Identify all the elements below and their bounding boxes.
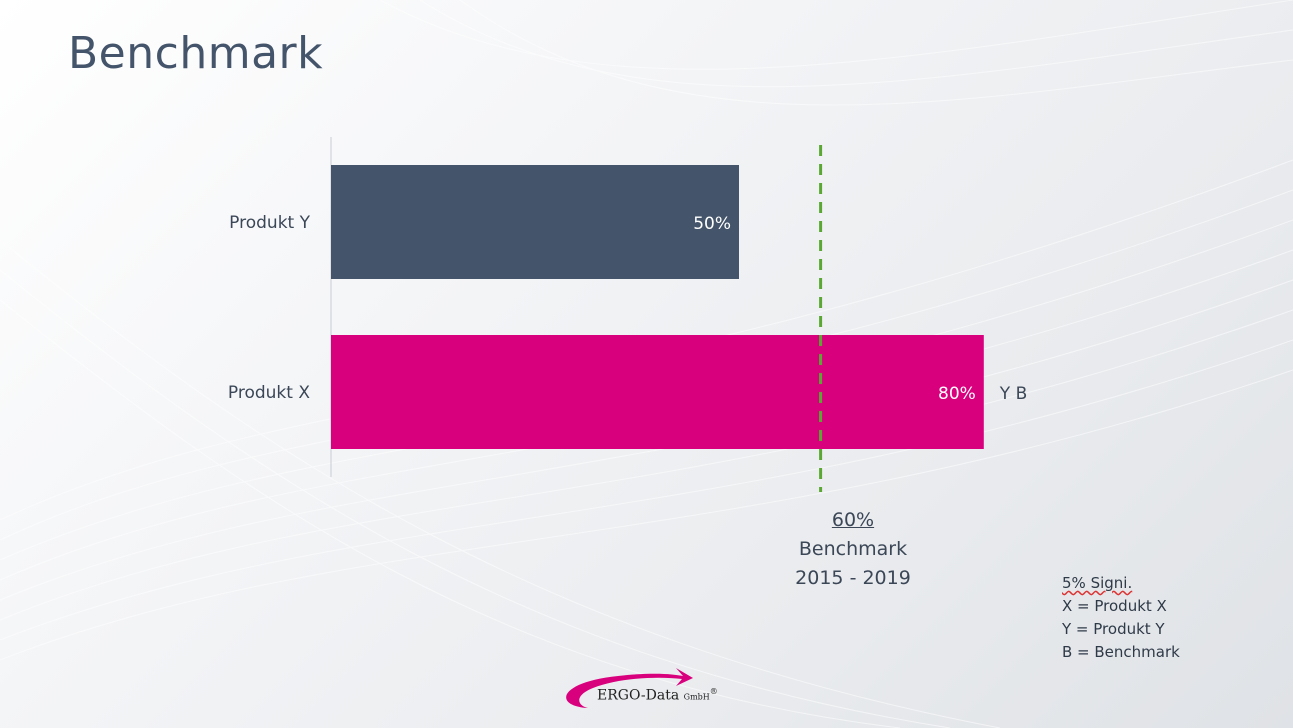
benchmark-label: 60% Benchmark 2015 - 2019	[783, 506, 923, 593]
benchmark-period-label: 2015 - 2019	[795, 567, 911, 589]
legend-line-x: X = Produkt X	[1062, 597, 1167, 615]
data-label: 50%	[693, 214, 731, 234]
company-logo-swoosh-icon	[566, 668, 693, 708]
legend-note: 5% Signi. X = Produkt X Y = Produkt Y B …	[1062, 572, 1180, 664]
legend-line-significance: 5% Signi.	[1062, 574, 1133, 592]
significance-annotation: Y B	[999, 384, 1027, 404]
logo-name: ERGO-Data	[597, 687, 680, 704]
slide-title: Benchmark	[68, 28, 324, 79]
bar-produkt-x	[331, 335, 984, 449]
category-label: Produkt X	[228, 383, 310, 403]
data-label: 80%	[938, 384, 976, 404]
category-label: Produkt Y	[229, 213, 310, 233]
logo-registered-mark: ®	[709, 687, 718, 696]
benchmark-value-label: 60%	[831, 509, 875, 531]
legend-line-b: B = Benchmark	[1062, 643, 1180, 661]
company-logo: ERGO-Data GmbH®	[597, 687, 718, 704]
legend-line-y: Y = Produkt Y	[1062, 620, 1165, 638]
logo-suffix: GmbH	[683, 692, 710, 702]
benchmark-name-label: Benchmark	[798, 538, 908, 560]
bar-produkt-y	[331, 165, 739, 279]
